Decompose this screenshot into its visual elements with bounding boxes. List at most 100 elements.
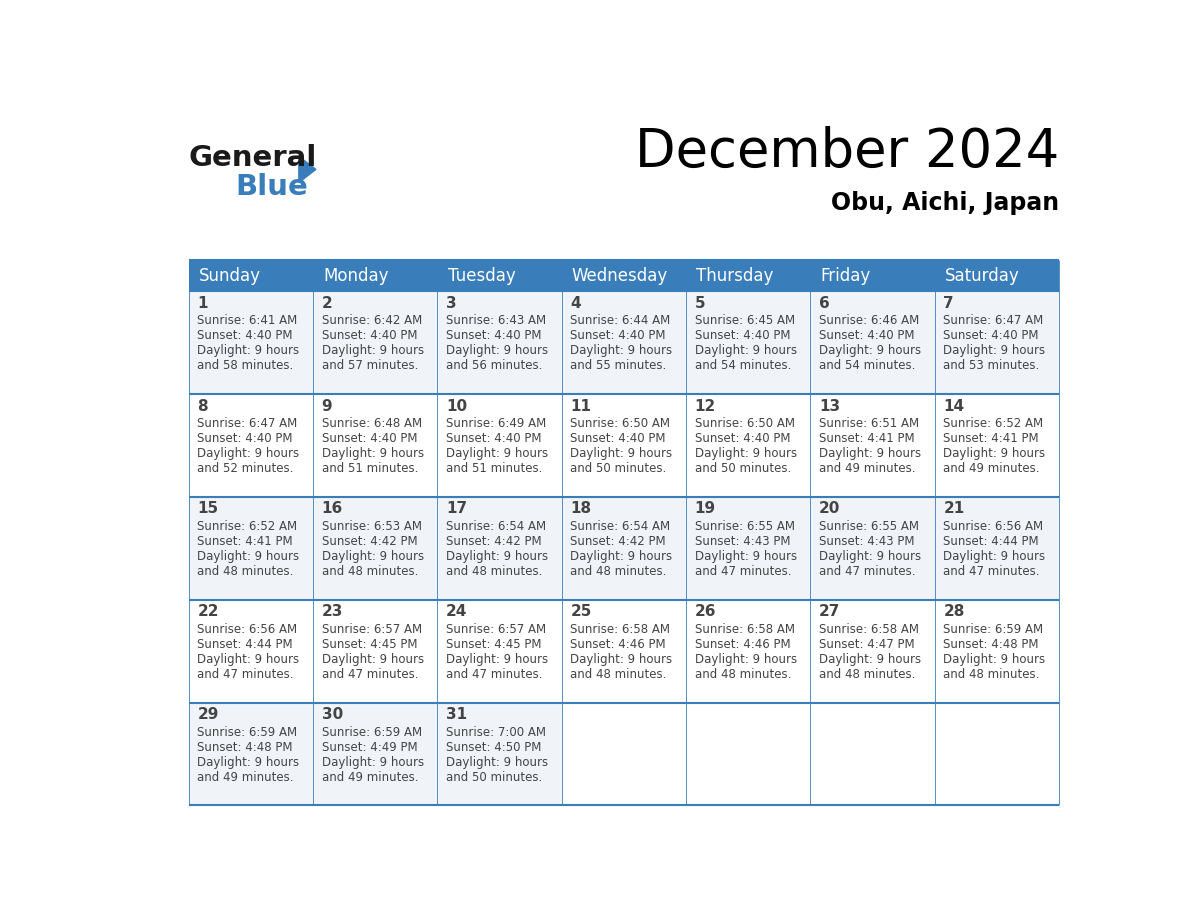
- Text: and 50 minutes.: and 50 minutes.: [695, 462, 791, 476]
- Text: Sunrise: 6:58 AM: Sunrise: 6:58 AM: [819, 622, 920, 636]
- Text: and 48 minutes.: and 48 minutes.: [322, 565, 418, 578]
- Text: Daylight: 9 hours: Daylight: 9 hours: [446, 756, 548, 768]
- Text: and 52 minutes.: and 52 minutes.: [197, 462, 293, 476]
- Text: and 50 minutes.: and 50 minutes.: [570, 462, 666, 476]
- Text: and 55 minutes.: and 55 minutes.: [570, 359, 666, 373]
- Text: Sunset: 4:48 PM: Sunset: 4:48 PM: [197, 741, 292, 754]
- Text: Sunset: 4:40 PM: Sunset: 4:40 PM: [695, 330, 790, 342]
- Text: 13: 13: [819, 398, 840, 414]
- Text: Daylight: 9 hours: Daylight: 9 hours: [819, 344, 921, 357]
- Text: Daylight: 9 hours: Daylight: 9 hours: [322, 550, 424, 563]
- Text: 2: 2: [322, 296, 333, 310]
- Text: 18: 18: [570, 501, 592, 517]
- Text: Sunday: Sunday: [198, 267, 261, 285]
- Text: and 47 minutes.: and 47 minutes.: [446, 668, 543, 681]
- Text: Sunrise: 6:56 AM: Sunrise: 6:56 AM: [197, 622, 297, 636]
- Text: Sunset: 4:45 PM: Sunset: 4:45 PM: [322, 638, 417, 651]
- Text: Daylight: 9 hours: Daylight: 9 hours: [943, 653, 1045, 666]
- Text: and 48 minutes.: and 48 minutes.: [570, 668, 666, 681]
- Text: Sunrise: 6:50 AM: Sunrise: 6:50 AM: [695, 417, 795, 430]
- Text: and 49 minutes.: and 49 minutes.: [322, 771, 418, 784]
- Text: Sunrise: 6:42 AM: Sunrise: 6:42 AM: [322, 314, 422, 327]
- Text: Sunrise: 6:57 AM: Sunrise: 6:57 AM: [322, 622, 422, 636]
- Text: Sunrise: 6:58 AM: Sunrise: 6:58 AM: [695, 622, 795, 636]
- Text: Sunrise: 6:47 AM: Sunrise: 6:47 AM: [943, 314, 1043, 327]
- Bar: [314, 261, 437, 291]
- Text: 17: 17: [446, 501, 467, 517]
- Text: Sunset: 4:43 PM: Sunset: 4:43 PM: [695, 535, 790, 548]
- Text: 4: 4: [570, 296, 581, 310]
- Text: Sunset: 4:40 PM: Sunset: 4:40 PM: [819, 330, 915, 342]
- Text: and 50 minutes.: and 50 minutes.: [446, 771, 542, 784]
- Text: 19: 19: [695, 501, 716, 517]
- Bar: [687, 394, 810, 497]
- Text: 29: 29: [197, 707, 219, 722]
- Text: and 49 minutes.: and 49 minutes.: [943, 462, 1040, 476]
- Text: 1: 1: [197, 296, 208, 310]
- Bar: [935, 599, 1060, 702]
- Text: Sunset: 4:41 PM: Sunset: 4:41 PM: [819, 432, 915, 445]
- Text: Thursday: Thursday: [696, 267, 773, 285]
- Bar: [189, 261, 314, 291]
- Text: Sunrise: 6:54 AM: Sunrise: 6:54 AM: [570, 520, 670, 533]
- Text: and 47 minutes.: and 47 minutes.: [197, 668, 293, 681]
- Text: and 47 minutes.: and 47 minutes.: [695, 565, 791, 578]
- Text: Sunrise: 6:46 AM: Sunrise: 6:46 AM: [819, 314, 920, 327]
- Text: 28: 28: [943, 604, 965, 620]
- Text: Sunset: 4:49 PM: Sunset: 4:49 PM: [322, 741, 417, 754]
- Bar: [314, 394, 437, 497]
- Text: Sunrise: 6:59 AM: Sunrise: 6:59 AM: [322, 726, 422, 739]
- Text: Sunrise: 6:52 AM: Sunrise: 6:52 AM: [943, 417, 1043, 430]
- Bar: [687, 261, 810, 291]
- Text: 3: 3: [446, 296, 456, 310]
- Text: Daylight: 9 hours: Daylight: 9 hours: [570, 653, 672, 666]
- Text: Obu, Aichi, Japan: Obu, Aichi, Japan: [830, 191, 1060, 215]
- Text: Sunrise: 6:50 AM: Sunrise: 6:50 AM: [570, 417, 670, 430]
- Bar: [810, 599, 935, 702]
- Text: Friday: Friday: [821, 267, 871, 285]
- Text: 9: 9: [322, 398, 333, 414]
- Text: Daylight: 9 hours: Daylight: 9 hours: [943, 344, 1045, 357]
- Text: 25: 25: [570, 604, 592, 620]
- Text: 27: 27: [819, 604, 840, 620]
- Text: and 47 minutes.: and 47 minutes.: [819, 565, 916, 578]
- Text: and 48 minutes.: and 48 minutes.: [819, 668, 916, 681]
- Text: and 54 minutes.: and 54 minutes.: [695, 359, 791, 373]
- Text: Sunrise: 6:55 AM: Sunrise: 6:55 AM: [695, 520, 795, 533]
- Bar: [562, 291, 687, 394]
- Text: Sunset: 4:46 PM: Sunset: 4:46 PM: [570, 638, 666, 651]
- Text: 15: 15: [197, 501, 219, 517]
- Text: Sunrise: 6:59 AM: Sunrise: 6:59 AM: [197, 726, 297, 739]
- Text: Daylight: 9 hours: Daylight: 9 hours: [695, 653, 797, 666]
- Bar: [189, 599, 314, 702]
- Bar: [810, 497, 935, 599]
- Text: 10: 10: [446, 398, 467, 414]
- Bar: [562, 497, 687, 599]
- Text: Sunset: 4:48 PM: Sunset: 4:48 PM: [943, 638, 1038, 651]
- Text: Sunset: 4:42 PM: Sunset: 4:42 PM: [322, 535, 417, 548]
- Text: Sunset: 4:40 PM: Sunset: 4:40 PM: [322, 432, 417, 445]
- Text: Daylight: 9 hours: Daylight: 9 hours: [819, 653, 921, 666]
- Bar: [314, 291, 437, 394]
- Text: Daylight: 9 hours: Daylight: 9 hours: [197, 447, 299, 460]
- Text: and 56 minutes.: and 56 minutes.: [446, 359, 543, 373]
- Text: and 54 minutes.: and 54 minutes.: [819, 359, 916, 373]
- Text: Sunrise: 6:55 AM: Sunrise: 6:55 AM: [819, 520, 920, 533]
- Text: Daylight: 9 hours: Daylight: 9 hours: [446, 550, 548, 563]
- Bar: [935, 497, 1060, 599]
- Text: Sunset: 4:40 PM: Sunset: 4:40 PM: [570, 432, 665, 445]
- Text: Sunset: 4:43 PM: Sunset: 4:43 PM: [819, 535, 915, 548]
- Bar: [437, 261, 562, 291]
- Text: 21: 21: [943, 501, 965, 517]
- Text: and 48 minutes.: and 48 minutes.: [695, 668, 791, 681]
- Text: Sunrise: 6:58 AM: Sunrise: 6:58 AM: [570, 622, 670, 636]
- Bar: [437, 599, 562, 702]
- Text: Daylight: 9 hours: Daylight: 9 hours: [322, 344, 424, 357]
- Text: Sunrise: 6:49 AM: Sunrise: 6:49 AM: [446, 417, 546, 430]
- Text: Daylight: 9 hours: Daylight: 9 hours: [695, 550, 797, 563]
- Bar: [314, 497, 437, 599]
- Text: Sunrise: 6:53 AM: Sunrise: 6:53 AM: [322, 520, 422, 533]
- Text: Sunrise: 6:43 AM: Sunrise: 6:43 AM: [446, 314, 546, 327]
- Text: Sunset: 4:42 PM: Sunset: 4:42 PM: [446, 535, 542, 548]
- Text: Sunset: 4:47 PM: Sunset: 4:47 PM: [819, 638, 915, 651]
